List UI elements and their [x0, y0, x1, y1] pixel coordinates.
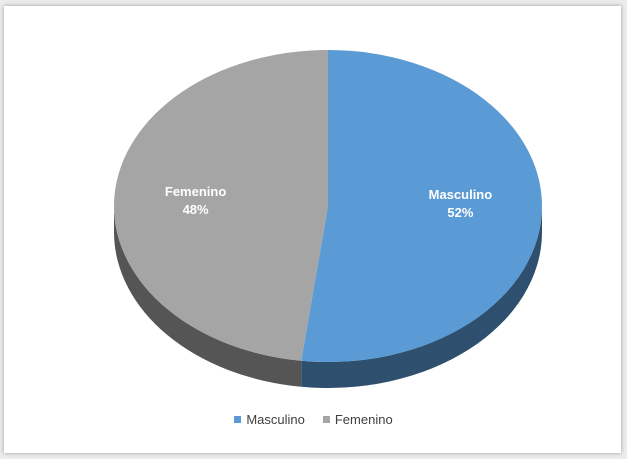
data-label-name-masculino: Masculino [429, 187, 493, 202]
chart-frame: Masculino 52% Femenino 48% [4, 6, 621, 453]
pie-side-masculino [301, 206, 542, 388]
legend-label-femenino: Femenino [334, 412, 393, 427]
chart-legend: Masculino Femenino [0, 412, 627, 427]
data-label-value-femenino: 48% [183, 202, 209, 217]
pie-side-femenino [114, 206, 302, 387]
legend-item-femenino: Femenino [322, 412, 393, 427]
data-label-value-masculino: 52% [447, 205, 473, 220]
pie-slice-masculino [301, 50, 542, 362]
pie-slice-femenino [113, 50, 328, 361]
legend-swatch-masculino [234, 416, 242, 423]
legend-swatch-femenino [322, 416, 330, 423]
plot-area: Masculino 52% Femenino 48% [30, 28, 596, 428]
legend-item-masculino: Masculino [234, 412, 305, 427]
data-label-name-femenino: Femenino [165, 184, 226, 199]
pie-chart: Masculino 52% Femenino 48% [113, 50, 542, 388]
legend-label-masculino: Masculino [246, 412, 305, 427]
